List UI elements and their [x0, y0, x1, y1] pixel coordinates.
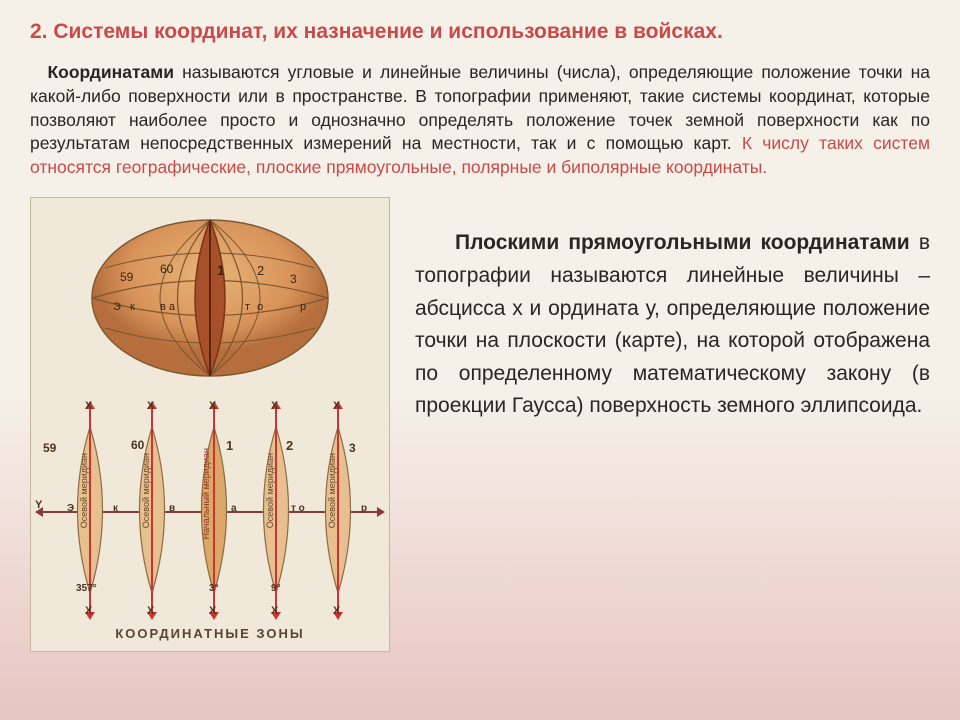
definition-block: Плоскими прямоугольными координатами в т… — [415, 197, 930, 422]
zone-num-60: 60 — [131, 438, 144, 452]
intro-paragraph: ---Координатами называются угловые и лин… — [30, 61, 930, 179]
meridian-label-5: Осевой меридиан — [327, 453, 337, 528]
svg-text:3: 3 — [290, 272, 297, 286]
zone-num-2: 2 — [286, 438, 293, 453]
x-axis-2 — [151, 407, 153, 614]
meridian-label-3: Начальный меридиан — [201, 448, 211, 539]
zone-num-59: 59 — [43, 441, 56, 455]
meridian-label-4: Осевой меридиан — [265, 453, 275, 528]
deg-3: 3° — [209, 583, 219, 594]
meridian-label-2: Осевой меридиан — [141, 453, 151, 528]
definition-rest: в топографии называются линейные величин… — [415, 231, 930, 417]
section-title: 2. Системы координат, их назначение и ис… — [30, 18, 930, 45]
lower-row: 59 60 1 2 3 Э к в а т о р Y — [30, 197, 930, 652]
svg-text:Э к: Э к — [113, 301, 138, 313]
x-axis-5 — [337, 407, 339, 614]
term-flat-rect: Плоскими прямоугольными координатами — [455, 231, 910, 254]
svg-text:т о: т о — [245, 301, 265, 313]
x-bottom-label: X — [85, 605, 92, 617]
figure-coordinate-zones: 59 60 1 2 3 Э к в а т о р Y — [30, 197, 390, 652]
svg-text:60: 60 — [160, 262, 174, 276]
zone-num-1: 1 — [226, 438, 233, 453]
deg-357: 357° — [76, 583, 97, 594]
svg-text:1: 1 — [217, 262, 225, 278]
globe-diagram: 59 60 1 2 3 Э к в а т о р — [85, 213, 335, 383]
meridian-label-1: Осевой меридиан — [79, 453, 89, 528]
zone-num-3: 3 — [349, 441, 356, 455]
svg-text:2: 2 — [257, 263, 264, 278]
zones-projection: Y X X X X X — [31, 403, 389, 618]
svg-text:р: р — [300, 301, 306, 313]
svg-text:в а: в а — [160, 301, 176, 313]
deg-9: 9° — [271, 583, 281, 594]
x-top-label: X — [85, 400, 92, 412]
figure-caption: КООРДИНАТНЫЕ ЗОНЫ — [31, 626, 389, 641]
term-coordinates: Координатами — [47, 62, 174, 82]
definition-paragraph: Плоскими прямоугольными координатами в т… — [415, 227, 930, 422]
svg-text:59: 59 — [120, 270, 134, 284]
y-label-left: Y — [35, 499, 42, 511]
